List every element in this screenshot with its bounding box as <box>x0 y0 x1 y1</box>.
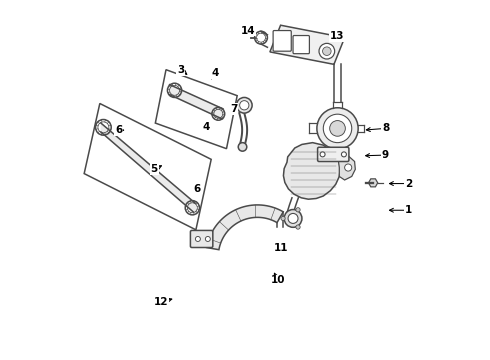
Polygon shape <box>84 103 211 230</box>
Circle shape <box>196 237 200 242</box>
Circle shape <box>319 43 335 59</box>
Text: 8: 8 <box>382 123 389 134</box>
Polygon shape <box>338 156 355 180</box>
Text: 2: 2 <box>405 179 412 189</box>
Circle shape <box>317 108 358 149</box>
Text: 5: 5 <box>150 164 158 174</box>
FancyBboxPatch shape <box>273 31 291 51</box>
Text: 6: 6 <box>194 184 200 194</box>
Text: 12: 12 <box>154 297 169 307</box>
Text: 9: 9 <box>382 150 389 160</box>
Text: 3: 3 <box>177 65 185 75</box>
Polygon shape <box>270 25 344 64</box>
FancyBboxPatch shape <box>318 147 349 162</box>
Circle shape <box>296 225 300 229</box>
Circle shape <box>320 152 325 157</box>
Text: 7: 7 <box>230 104 237 114</box>
Circle shape <box>322 47 331 55</box>
Circle shape <box>237 98 252 113</box>
Circle shape <box>344 164 352 171</box>
FancyBboxPatch shape <box>191 230 213 248</box>
Circle shape <box>342 152 346 157</box>
Text: 14: 14 <box>241 26 255 36</box>
Polygon shape <box>207 205 283 250</box>
Circle shape <box>281 216 285 221</box>
Text: 6: 6 <box>115 125 122 135</box>
Text: 1: 1 <box>405 205 412 215</box>
FancyBboxPatch shape <box>293 36 309 54</box>
Polygon shape <box>283 143 341 199</box>
Circle shape <box>330 121 345 136</box>
Circle shape <box>288 213 298 224</box>
Text: 10: 10 <box>270 275 285 285</box>
Text: 11: 11 <box>273 243 288 253</box>
Text: 4: 4 <box>211 68 219 78</box>
Polygon shape <box>155 70 237 149</box>
Circle shape <box>323 114 352 143</box>
Text: 13: 13 <box>330 31 345 41</box>
Circle shape <box>284 210 302 227</box>
Circle shape <box>205 237 210 242</box>
Circle shape <box>238 143 247 151</box>
Circle shape <box>296 208 300 212</box>
Polygon shape <box>368 179 378 187</box>
Text: 4: 4 <box>202 122 210 132</box>
Circle shape <box>240 101 249 110</box>
